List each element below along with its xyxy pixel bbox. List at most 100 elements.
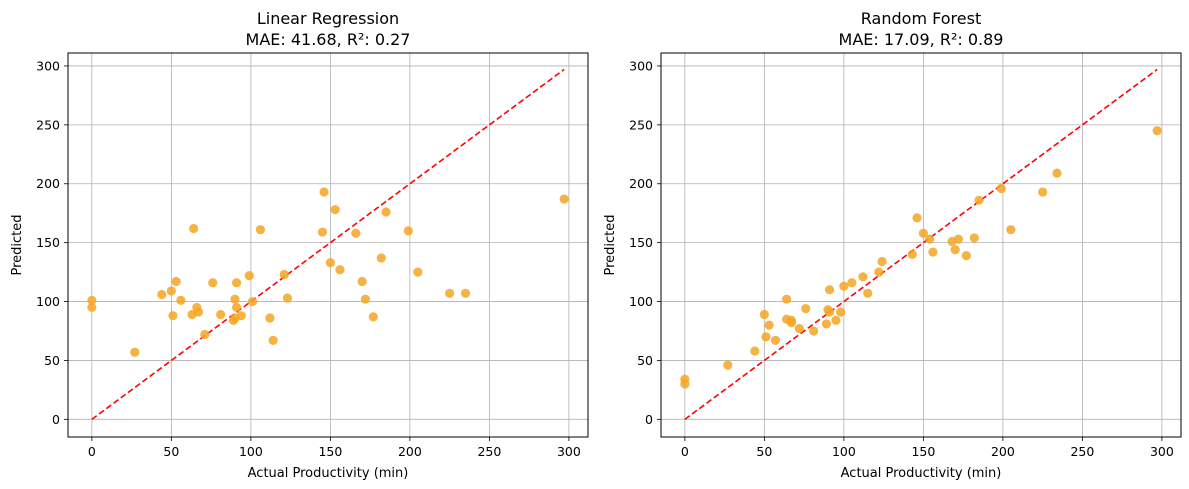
scatter-point bbox=[325, 258, 335, 268]
y-tick-label: 200 bbox=[36, 176, 60, 191]
ideal-fit-line bbox=[91, 68, 565, 420]
scatter-point bbox=[460, 288, 471, 298]
x-axis-label: Actual Productivity (min) bbox=[248, 466, 409, 481]
scatter-point bbox=[801, 304, 811, 314]
scatter-point bbox=[907, 249, 917, 260]
scatter-points bbox=[87, 187, 569, 357]
scatter-point bbox=[831, 315, 841, 325]
chart-title-line1: Random Forest bbox=[861, 9, 981, 28]
scatter-point bbox=[809, 326, 819, 336]
scatter-point bbox=[230, 294, 240, 304]
scatter-point bbox=[759, 309, 769, 320]
x-tick-label: 50 bbox=[756, 444, 772, 459]
scatter-point bbox=[157, 289, 167, 300]
y-tick-label: 50 bbox=[637, 353, 653, 368]
scatter-point bbox=[236, 311, 246, 321]
scatter-points bbox=[680, 126, 1162, 389]
scatter-point bbox=[330, 205, 340, 215]
scatter-point bbox=[265, 313, 275, 323]
scatter-point bbox=[357, 276, 367, 287]
y-tick-label: 100 bbox=[36, 294, 60, 309]
scatter-point bbox=[445, 288, 455, 298]
scatter-point bbox=[335, 265, 345, 275]
scatter-point bbox=[858, 272, 868, 282]
scatter-point bbox=[376, 253, 386, 263]
scatter-point bbox=[836, 307, 846, 317]
scatter-point bbox=[824, 307, 835, 317]
scatter-point bbox=[166, 286, 176, 296]
x-tick-label: 300 bbox=[1150, 444, 1174, 459]
y-tick-label: 50 bbox=[44, 353, 60, 368]
scatter-point bbox=[761, 332, 771, 342]
y-tick-label: 250 bbox=[629, 117, 653, 132]
chart-title-line1: Linear Regression bbox=[257, 9, 399, 28]
y-tick-label: 0 bbox=[52, 412, 60, 427]
scatter-point bbox=[244, 271, 254, 281]
chart-title-line2: MAE: 41.68, R²: 0.27 bbox=[246, 30, 411, 49]
scatter-point bbox=[950, 245, 960, 255]
x-tick-label: 200 bbox=[398, 444, 422, 459]
scatter-point bbox=[680, 379, 690, 389]
chart-title-line2: MAE: 17.09, R²: 0.89 bbox=[839, 30, 1004, 49]
y-tick-label: 300 bbox=[629, 58, 653, 73]
x-tick-label: 50 bbox=[163, 444, 179, 459]
scatter-point bbox=[368, 312, 378, 322]
y-tick-label: 150 bbox=[629, 235, 653, 250]
scatter-point bbox=[928, 247, 938, 257]
scatter-point bbox=[176, 295, 186, 305]
scatter-point bbox=[953, 234, 963, 244]
x-tick-label: 200 bbox=[991, 444, 1015, 459]
y-axis-label: Predicted bbox=[10, 214, 25, 275]
scatter-point bbox=[824, 285, 835, 295]
scatter-point bbox=[764, 320, 774, 330]
ideal-fit-line bbox=[684, 68, 1158, 420]
scatter-point bbox=[216, 309, 226, 320]
x-tick-label: 250 bbox=[1070, 444, 1094, 459]
x-tick-label: 150 bbox=[911, 444, 935, 459]
scatter-point bbox=[403, 226, 413, 236]
grid bbox=[661, 53, 1181, 437]
chart-linear-regression: Linear Regression MAE: 41.68, R²: 0.27 0… bbox=[10, 9, 589, 481]
scatter-point bbox=[847, 278, 857, 288]
x-tick-label: 100 bbox=[832, 444, 856, 459]
y-tick-label: 150 bbox=[36, 235, 60, 250]
scatter-point bbox=[912, 213, 922, 223]
scatter-point bbox=[863, 288, 873, 298]
scatter-point bbox=[231, 278, 242, 288]
scatter-point bbox=[750, 346, 760, 356]
scatter-point bbox=[319, 187, 329, 197]
scatter-point bbox=[168, 311, 178, 321]
scatter-point bbox=[770, 335, 781, 346]
scatter-point bbox=[189, 223, 199, 234]
scatter-point bbox=[130, 347, 140, 357]
scatter-point bbox=[351, 228, 361, 238]
scatter-point bbox=[231, 302, 242, 313]
scatter-point bbox=[171, 276, 181, 287]
scatter-point bbox=[255, 225, 266, 235]
x-tick-label: 300 bbox=[557, 444, 581, 459]
plot-frame bbox=[660, 52, 1182, 438]
y-tick-label: 200 bbox=[629, 176, 653, 191]
scatter-point bbox=[1152, 126, 1162, 136]
y-tick-label: 300 bbox=[36, 58, 60, 73]
x-tick-label: 0 bbox=[681, 444, 689, 459]
scatter-point bbox=[786, 318, 796, 328]
reference-line bbox=[91, 68, 565, 420]
scatter-point bbox=[268, 335, 278, 346]
plot-frame bbox=[67, 52, 589, 438]
scatter-point bbox=[1052, 168, 1062, 178]
y-tick-label: 250 bbox=[36, 117, 60, 132]
chart-random-forest: Random Forest MAE: 17.09, R²: 0.89 0 50 10… bbox=[603, 9, 1182, 481]
scatter-point bbox=[381, 207, 391, 217]
scatter-point bbox=[200, 329, 210, 340]
scatter-point bbox=[247, 296, 258, 307]
x-axis-label: Actual Productivity (min) bbox=[841, 466, 1002, 481]
scatter-point bbox=[282, 293, 293, 303]
scatter-point bbox=[969, 233, 979, 243]
scatter-point bbox=[794, 324, 804, 334]
scatter-point bbox=[208, 278, 218, 288]
reference-line bbox=[684, 68, 1158, 420]
scatter-point bbox=[87, 302, 97, 313]
scatter-point bbox=[360, 294, 370, 304]
